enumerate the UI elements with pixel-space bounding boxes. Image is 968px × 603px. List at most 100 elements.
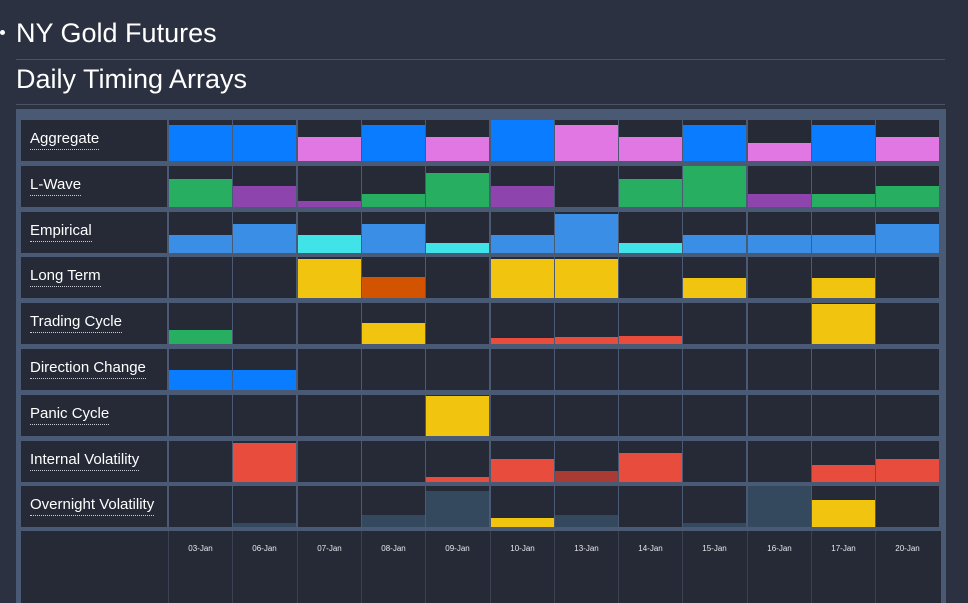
timing-array-grid: Aggregate L-Wave Empirical Long Term Trading… — [16, 109, 946, 603]
heatmap-cell — [491, 303, 554, 344]
heatmap-cell — [426, 303, 489, 344]
heatmap-cell — [683, 257, 746, 298]
heatmap-cell — [169, 212, 232, 253]
heatmap-cell — [619, 303, 682, 344]
heatmap-cell — [298, 257, 361, 298]
heatmap-cell — [426, 441, 489, 482]
heatmap-bar — [426, 491, 489, 527]
date-tick-label: 10-Jan — [510, 544, 535, 553]
heatmap-bar — [169, 179, 232, 207]
date-tick-label: 07-Jan — [317, 544, 342, 553]
row-label[interactable]: L-Wave — [30, 175, 82, 196]
row-label[interactable]: Internal Volatility — [30, 450, 140, 471]
heatmap-cell — [683, 212, 746, 253]
heatmap-bar — [748, 143, 811, 161]
heatmap-bar — [812, 304, 875, 344]
heatmap-cell — [876, 486, 939, 527]
heatmap-bar — [812, 194, 875, 207]
heatmap-cell — [491, 395, 554, 436]
date-tick-label: 13-Jan — [574, 544, 599, 553]
row-label[interactable]: Long Term — [30, 266, 101, 287]
heatmap-cell — [298, 486, 361, 527]
heatmap-cell — [169, 303, 232, 344]
row-label[interactable]: Direction Change — [30, 358, 146, 379]
heatmap-cell — [491, 257, 554, 298]
heatmap-bar — [362, 194, 425, 207]
heatmap-cell — [748, 303, 811, 344]
row-label-cell: Direction Change — [21, 349, 167, 390]
row-label-cell: Aggregate — [21, 120, 167, 161]
axis-column-separator — [747, 531, 748, 603]
heatmap-bar — [491, 120, 554, 161]
heatmap-bar — [619, 137, 682, 161]
heatmap-bar — [233, 443, 296, 482]
heatmap-bar — [298, 235, 361, 253]
heatmap-cell — [233, 395, 296, 436]
heatmap-cell — [876, 120, 939, 161]
row-label[interactable]: Overnight Volatility — [30, 495, 155, 516]
axis-column-separator — [554, 531, 555, 603]
heatmap-bar — [426, 243, 489, 253]
heatmap-cell — [426, 395, 489, 436]
date-tick-label: 17-Jan — [831, 544, 856, 553]
heatmap-bar — [683, 166, 746, 207]
date-tick-label: 08-Jan — [381, 544, 406, 553]
heatmap-cell — [619, 166, 682, 207]
heatmap-bar — [298, 137, 361, 161]
heatmap-cell — [555, 303, 618, 344]
heatmap-cell — [169, 486, 232, 527]
heatmap-cell — [683, 441, 746, 482]
heatmap-cell — [362, 303, 425, 344]
heatmap-cell — [426, 120, 489, 161]
heatmap-cell — [555, 349, 618, 390]
heatmap-cell — [619, 257, 682, 298]
heatmap-cell — [683, 395, 746, 436]
heatmap-cell — [426, 166, 489, 207]
heatmap-cell — [812, 166, 875, 207]
row-label[interactable]: Trading Cycle — [30, 312, 122, 333]
bullet-marker — [0, 30, 5, 35]
heatmap-bar — [169, 125, 232, 161]
heatmap-cell — [491, 349, 554, 390]
heatmap-cell — [748, 441, 811, 482]
heatmap-cell — [491, 166, 554, 207]
date-tick-label: 20-Jan — [895, 544, 920, 553]
heatmap-bar — [555, 515, 618, 527]
date-tick-label: 09-Jan — [445, 544, 470, 553]
heatmap-bar — [555, 125, 618, 161]
heatmap-cell — [555, 212, 618, 253]
heatmap-cell — [812, 212, 875, 253]
heatmap-cell — [233, 486, 296, 527]
heatmap-bar — [362, 224, 425, 253]
heatmap-cell — [298, 166, 361, 207]
heatmap-cell — [619, 120, 682, 161]
heatmap-cell — [362, 349, 425, 390]
heatmap-cell — [362, 120, 425, 161]
heatmap-cell — [748, 395, 811, 436]
row-label[interactable]: Empirical — [30, 221, 92, 242]
heatmap-bar — [491, 459, 554, 482]
heatmap-bar — [619, 453, 682, 482]
heatmap-cell — [619, 441, 682, 482]
row-label-cell: Overnight Volatility — [21, 486, 167, 527]
heatmap-bar — [362, 125, 425, 161]
heatmap-cell — [169, 257, 232, 298]
row-label[interactable]: Aggregate — [30, 129, 100, 150]
heatmap-cell — [169, 349, 232, 390]
axis-column-separator — [425, 531, 426, 603]
axis-column-separator — [811, 531, 812, 603]
heatmap-bar — [298, 259, 361, 298]
heatmap-cell — [876, 349, 939, 390]
axis-column-separator — [618, 531, 619, 603]
heatmap-cell — [169, 166, 232, 207]
heatmap-cell — [233, 166, 296, 207]
heatmap-cell — [362, 486, 425, 527]
heatmap-cell — [426, 486, 489, 527]
heatmap-bar — [683, 278, 746, 298]
heatmap-bar — [812, 235, 875, 253]
date-tick-label: 14-Jan — [638, 544, 663, 553]
heatmap-bar — [812, 125, 875, 161]
axis-column-separator — [361, 531, 362, 603]
row-label[interactable]: Panic Cycle — [30, 404, 110, 425]
heatmap-bar — [491, 235, 554, 253]
